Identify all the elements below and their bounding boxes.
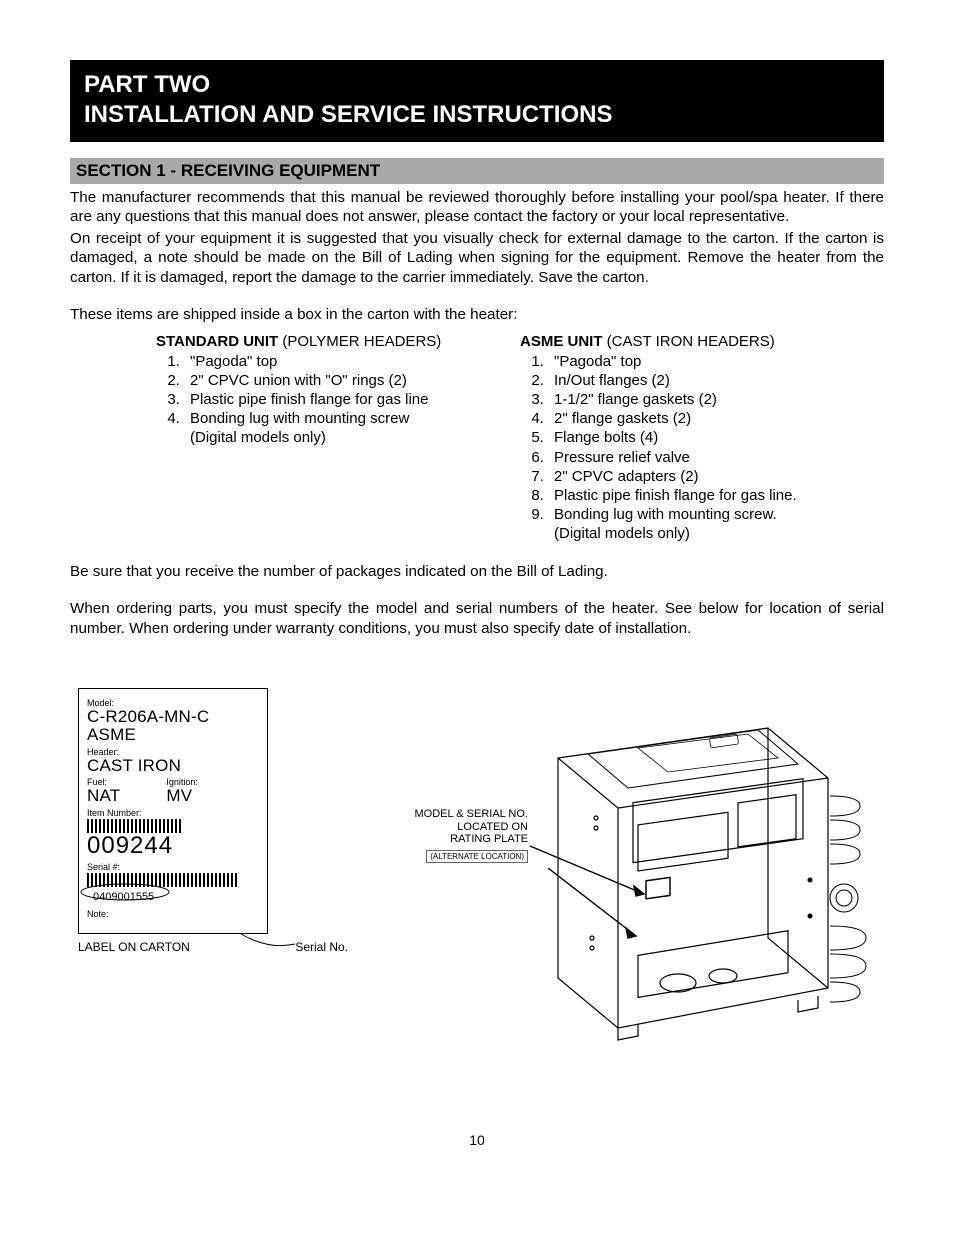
callout-alt: (ALTERNATE LOCATION)	[426, 850, 528, 863]
list-item: Pressure relief valve	[548, 448, 884, 467]
standard-unit-col: STANDARD UNIT (POLYMER HEADERS) "Pagoda"…	[156, 333, 520, 544]
list-item: Bonding lug with mounting screw (Digital…	[184, 409, 520, 447]
heater-figure: MODEL & SERIAL NO. LOCATED ON RATING PLA…	[388, 688, 884, 1062]
label-note-caption: Note:	[87, 910, 259, 919]
list-item: Plastic pipe finish flange for gas line	[184, 390, 520, 409]
paragraph-4: Be sure that you receive the number of p…	[70, 562, 884, 581]
list-item: In/Out flanges (2)	[548, 371, 884, 390]
part-header-line1: PART TWO	[84, 70, 870, 100]
asme-unit-title-rest: (CAST IRON HEADERS)	[607, 333, 775, 350]
list-item: "Pagoda" top	[548, 352, 884, 371]
list-item: 2" CPVC union with "O" rings (2)	[184, 371, 520, 390]
closing-text: Be sure that you receive the number of p…	[70, 562, 884, 638]
asme-unit-list: "Pagoda" top In/Out flanges (2) 1-1/2" f…	[520, 352, 884, 544]
asme-unit-title: ASME UNIT (CAST IRON HEADERS)	[520, 333, 884, 350]
label-serial-caption: Serial #:	[87, 863, 259, 872]
list-item: 2" flange gaskets (2)	[548, 409, 884, 428]
paragraph-5: When ordering parts, you must specify th…	[70, 599, 884, 638]
caption-serial-no: Serial No.	[295, 940, 348, 954]
section-header: SECTION 1 - RECEIVING EQUIPMENT	[70, 158, 884, 184]
list-item: 1-1/2" flange gaskets (2)	[548, 390, 884, 409]
shipped-items-lists: STANDARD UNIT (POLYMER HEADERS) "Pagoda"…	[70, 333, 884, 544]
barcode-icon	[87, 819, 183, 833]
callout-line: LOCATED ON	[388, 821, 528, 834]
list-item: Bonding lug with mounting screw. (Digita…	[548, 505, 884, 543]
list-item-text: Bonding lug with mounting screw	[190, 410, 409, 427]
paragraph-2: On receipt of your equipment it is sugge…	[70, 229, 884, 287]
list-item: 2" CPVC adapters (2)	[548, 467, 884, 486]
list-item: "Pagoda" top	[184, 352, 520, 371]
intro-text: The manufacturer recommends that this ma…	[70, 188, 884, 325]
standard-unit-list: "Pagoda" top 2" CPVC union with "O" ring…	[156, 352, 520, 448]
part-header: PART TWO INSTALLATION AND SERVICE INSTRU…	[70, 60, 884, 142]
label-header-value: CAST IRON	[87, 757, 259, 775]
label-fuel-value: NAT	[87, 787, 120, 805]
rating-plate-callout: MODEL & SERIAL NO. LOCATED ON RATING PLA…	[388, 808, 528, 863]
list-item-text: Bonding lug with mounting screw.	[554, 506, 777, 523]
paragraph-3: These items are shipped inside a box in …	[70, 305, 884, 324]
heater-diagram-icon	[488, 688, 868, 1058]
page-number: 10	[70, 1132, 884, 1148]
figures-row: Model: C-R206A-MN-C ASME Header: CAST IR…	[70, 688, 884, 1062]
list-item-sub: (Digital models only)	[190, 429, 326, 446]
list-item: Flange bolts (4)	[548, 428, 884, 447]
standard-unit-title-bold: STANDARD UNIT	[156, 333, 282, 350]
callout-line: RATING PLATE	[388, 833, 528, 846]
label-item-value: 009244	[87, 833, 259, 858]
list-item: Plastic pipe finish flange for gas line.	[548, 486, 884, 505]
label-item-caption: Item Number:	[87, 809, 259, 818]
callout-line: MODEL & SERIAL NO.	[388, 808, 528, 821]
standard-unit-title-rest: (POLYMER HEADERS)	[282, 333, 441, 350]
leader-line-icon	[239, 932, 299, 952]
label-captions: LABEL ON CARTON Serial No.	[78, 940, 348, 954]
paragraph-1: The manufacturer recommends that this ma…	[70, 188, 884, 227]
standard-unit-title: STANDARD UNIT (POLYMER HEADERS)	[156, 333, 520, 350]
list-item-sub: (Digital models only)	[554, 525, 690, 542]
label-model-value: C-R206A-MN-C ASME	[87, 708, 259, 744]
label-ignition-value: MV	[166, 787, 198, 805]
carton-label-box: Model: C-R206A-MN-C ASME Header: CAST IR…	[78, 688, 268, 934]
asme-unit-col: ASME UNIT (CAST IRON HEADERS) "Pagoda" t…	[520, 333, 884, 544]
asme-unit-title-bold: ASME UNIT	[520, 333, 607, 350]
part-header-line2: INSTALLATION AND SERVICE INSTRUCTIONS	[84, 100, 870, 130]
caption-label-on-carton: LABEL ON CARTON	[78, 940, 190, 954]
serial-circle-icon	[79, 883, 189, 903]
carton-label-figure: Model: C-R206A-MN-C ASME Header: CAST IR…	[78, 688, 348, 954]
